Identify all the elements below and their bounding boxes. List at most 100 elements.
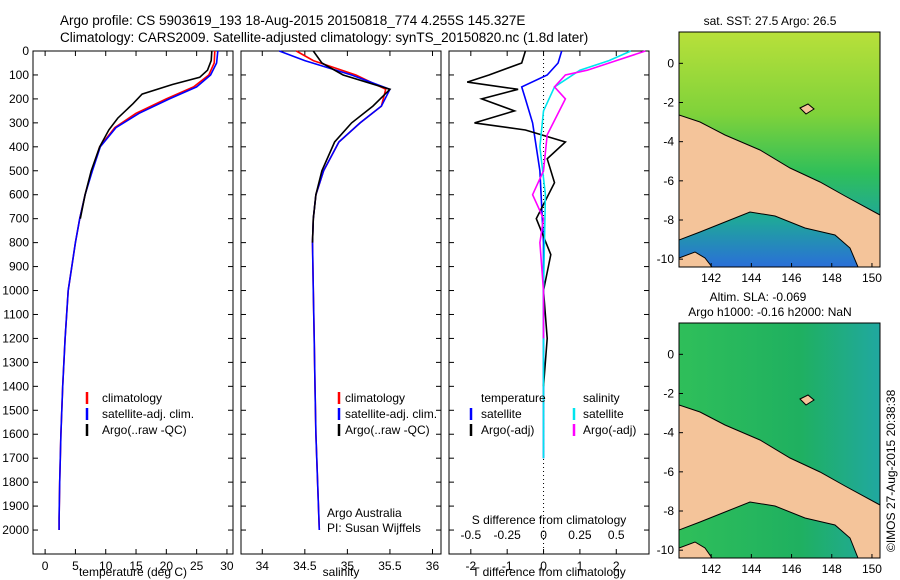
x-tick-label: 35.5 [378, 559, 402, 573]
salinity-x-ticks: 34 34.5 35 35.5 36 [241, 50, 441, 573]
sla-land-australia [679, 541, 713, 558]
x-tick-label: 20 [160, 559, 174, 573]
temperature-legend: climatology satellite-adj. clim. Argo(..… [85, 391, 194, 437]
map-y-tick-label: -6 [663, 465, 674, 479]
x-tick-label: 35 [341, 559, 355, 573]
y-tick-label: 1700 [2, 451, 29, 465]
x-tick-label: -1 [502, 559, 513, 573]
secondary-tick-label: -0.25 [494, 528, 522, 542]
map-y-tick-label: -8 [663, 504, 674, 518]
y-tick-label: 1400 [2, 379, 29, 393]
x-tick-label: 0 [42, 559, 49, 573]
sst-map-ticks: 142 144 146 148 150 0 -2 -4 -6 -8 -10 [657, 56, 883, 285]
temperature-x-axis-label: temperature (deg C) [79, 565, 187, 579]
salinity-legend-argo: Argo(..raw -QC) [345, 423, 430, 437]
temperature-y-ticks: 0 100 200 300 400 500 600 700 800 900 1000 1100 1200… [2, 44, 233, 537]
map-y-tick-label: 0 [667, 347, 674, 361]
y-tick-label: 1500 [2, 403, 29, 417]
imos-timestamp-watermark: ©IMOS 27-Aug-2015 20:38:38 [884, 389, 898, 552]
sst-land-australia [679, 251, 713, 267]
sla-map-frame [678, 322, 881, 559]
t-climatology-line [58, 50, 216, 530]
secondary-tick-label: -0.5 [460, 528, 481, 542]
sla-map-subtitle: Argo h1000: -0.16 h2000: NaN [688, 305, 851, 319]
salinity-annotation-line-2: PI: Susan Wijffels [327, 521, 421, 535]
d-argo-adj-line [531, 50, 646, 339]
s-argo-raw-qc-line [311, 50, 392, 243]
map-y-tick-label: -2 [663, 387, 674, 401]
y-tick-label: 100 [9, 68, 29, 82]
s-satellite-adj-clim-line [279, 50, 392, 531]
x-tick-label: 34.5 [293, 559, 317, 573]
temperature-panel: 0100200300400500600700800900100011001200… [2, 44, 234, 579]
map-y-tick-label: -10 [657, 543, 675, 557]
y-tick-label: 700 [9, 212, 29, 226]
differences-legend-t-satellite: satellite [481, 407, 522, 421]
temperature-legend-satellite: satellite-adj. clim. [102, 407, 194, 421]
t-satellite-adj-clim-line [58, 50, 219, 530]
map-x-tick-label: 146 [782, 271, 802, 285]
y-tick-label: 0 [22, 44, 29, 58]
y-tick-label: 600 [9, 188, 29, 202]
temperature-series [58, 50, 219, 530]
map-y-tick-label: -4 [663, 426, 674, 440]
differences-series [466, 50, 646, 459]
x-tick-label: 36 [426, 559, 440, 573]
y-tick-label: 400 [9, 140, 29, 154]
salinity-panel: 34 34.5 35 35.5 36 salinity climatology sate… [240, 50, 442, 579]
sla-map-ticks: 142 144 146 148 150 0 -2 -4 -6 -8 -10 [657, 347, 883, 576]
salinity-annotation-line-1: Argo Australia [327, 506, 402, 520]
map-y-tick-label: -4 [663, 135, 674, 149]
temperature-legend-argo: Argo(..raw -QC) [102, 423, 187, 437]
sst-island [799, 103, 815, 115]
x-tick-label: 30 [220, 559, 234, 573]
salinity-legend-satellite: satellite-adj. clim. [345, 407, 437, 421]
map-x-tick-label: 142 [701, 271, 721, 285]
x-tick-label: 34 [256, 559, 270, 573]
differences-plot-frame [448, 50, 650, 555]
x-tick-label: 0 [540, 559, 547, 573]
differences-legend-temperature-title: temperature [481, 391, 546, 405]
x-tick-label: 10 [99, 559, 113, 573]
differences-secondary-axis-label: S difference from climatology [472, 513, 627, 527]
sla-map-field [679, 323, 880, 558]
x-tick-label: 25 [190, 559, 204, 573]
salinity-legend: climatology satellite-adj. clim. Argo(..… [337, 391, 437, 437]
y-tick-label: 800 [9, 236, 29, 250]
y-tick-label: 500 [9, 164, 29, 178]
y-tick-label: 300 [9, 116, 29, 130]
map-x-tick-label: 148 [822, 562, 842, 576]
x-tick-label: 5 [72, 559, 79, 573]
differences-x-axis-label: T difference from climatology [472, 565, 626, 579]
map-x-tick-label: 144 [741, 271, 761, 285]
y-tick-label: 1900 [2, 499, 29, 513]
map-x-tick-label: 150 [862, 271, 882, 285]
secondary-tick-label: 0.25 [568, 528, 592, 542]
y-tick-label: 1200 [2, 331, 29, 345]
differences-legend-salinity-title: salinity [583, 391, 620, 405]
map-y-tick-label: -10 [657, 252, 675, 266]
map-y-tick-label: -2 [663, 96, 674, 110]
y-tick-label: 1100 [3, 307, 29, 321]
salinity-legend-climatology: climatology [345, 391, 405, 405]
y-tick-label: 1000 [2, 284, 29, 298]
differences-x-ticks: -2 -1 0 1 2 [449, 50, 649, 573]
differences-top-ticks: -0.5 -0.25 0 0.25 0.5 [460, 528, 624, 542]
secondary-tick-label: 0.5 [608, 528, 625, 542]
sst-map-title: sat. SST: 27.5 Argo: 26.5 [704, 14, 837, 28]
differences-legend-t-argo: Argo(-adj) [481, 423, 534, 437]
salinity-x-axis-label: salinity [323, 565, 360, 579]
sst-map-frame [678, 31, 881, 268]
salinity-series [279, 50, 392, 531]
map-x-tick-label: 144 [741, 562, 761, 576]
d-satellite-line [539, 50, 632, 459]
y-tick-label: 1600 [2, 427, 29, 441]
map-y-tick-label: -8 [663, 213, 674, 227]
differences-legend-s-argo: Argo(-adj) [583, 423, 636, 437]
sla-island [799, 394, 815, 406]
sst-land-new-guinea [679, 114, 880, 267]
map-x-tick-label: 142 [701, 562, 721, 576]
salinity-plot-frame [240, 50, 442, 555]
y-tick-label: 2000 [2, 523, 29, 537]
sst-map-field [679, 32, 880, 267]
